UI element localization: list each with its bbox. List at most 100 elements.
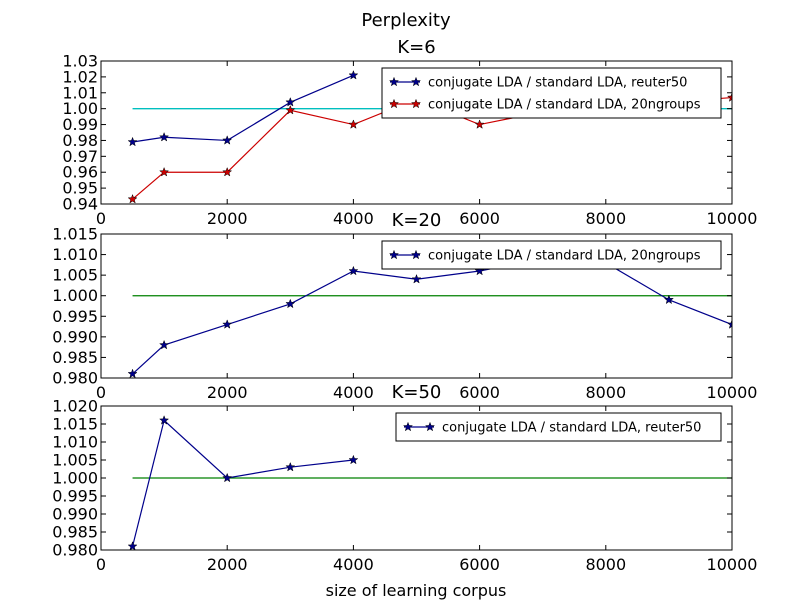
x-tick-label: 0 (96, 383, 106, 402)
legend-label: conjugate LDA / standard LDA, reuter50 (442, 421, 701, 436)
legend: conjugate LDA / standard LDA, reuter50 (395, 412, 722, 442)
x-tick-label: 4000 (333, 555, 374, 574)
x-tick-label: 8000 (585, 383, 626, 402)
panel-3: K=500.9800.9850.9900.9951.0001.0051.0101… (52, 382, 757, 574)
y-tick-label: 1.01 (62, 83, 98, 102)
legend-marker (388, 249, 400, 260)
legend-marker (388, 76, 400, 87)
subplot-title: K=50 (392, 382, 442, 403)
y-tick-label: 0.95 (62, 179, 98, 198)
y-tick-label: 0.985 (52, 348, 98, 367)
legend-marker (410, 249, 422, 260)
legend-box (381, 67, 722, 119)
data-point (411, 273, 422, 284)
panel-1: K=60.940.950.960.970.980.991.001.011.021… (62, 37, 757, 228)
y-tick-label: 0.94 (62, 195, 98, 214)
legend-box (381, 240, 722, 270)
x-tick-label: 4000 (333, 383, 374, 402)
y-tick-label: 0.96 (62, 163, 98, 182)
axes-frame (100, 233, 733, 379)
legend: conjugate LDA / standard LDA, reuter50 co… (381, 67, 722, 119)
data-point (127, 136, 138, 147)
y-tick-label: 0.980 (52, 541, 98, 560)
y-tick-label: 1.010 (52, 245, 98, 264)
data-point (127, 368, 138, 378)
y-tick-label: 0.995 (52, 487, 98, 506)
y-tick-label: 0.98 (62, 131, 98, 150)
data-point (159, 415, 170, 425)
legend-marker (388, 98, 400, 109)
x-tick-label: 2000 (207, 209, 248, 228)
y-tick-label: 0.995 (52, 307, 98, 326)
x-tick-label: 10000 (707, 383, 758, 402)
data-point (222, 319, 233, 329)
y-tick-label: 1.03 (62, 52, 98, 71)
data-point (222, 166, 233, 177)
x-tick-label: 6000 (459, 555, 500, 574)
x-tick-label: 10000 (707, 209, 758, 228)
legend-label: conjugate LDA / standard LDA, 20ngroups (428, 98, 701, 113)
data-point (285, 298, 296, 309)
y-tick-label: 1.015 (52, 415, 98, 434)
x-tick-label: 8000 (585, 209, 626, 228)
x-tick-label: 10000 (707, 555, 758, 574)
data-point (474, 119, 485, 129)
x-tick-label: 0 (96, 555, 106, 574)
legend-marker (424, 421, 436, 432)
data-point (222, 472, 233, 483)
x-tick-label: 2000 (207, 555, 248, 574)
series-line-1 (132, 258, 732, 375)
y-tick-label: 0.985 (52, 523, 98, 542)
y-tick-label: 1.00 (62, 99, 98, 118)
data-point (726, 319, 732, 329)
legend: conjugate LDA / standard LDA, 20ngroups (381, 240, 722, 270)
y-tick-label: 0.990 (52, 327, 98, 346)
legend-label: conjugate LDA / standard LDA, reuter50 (428, 76, 687, 91)
legend-label: conjugate LDA / standard LDA, 20ngroups (428, 249, 701, 264)
data-point (127, 541, 138, 550)
y-tick-label: 1.000 (52, 469, 98, 488)
y-tick-label: 0.99 (62, 115, 98, 134)
y-tick-label: 1.02 (62, 67, 98, 86)
data-point (348, 119, 359, 129)
subplot-title: K=6 (397, 37, 435, 58)
x-tick-label: 2000 (207, 383, 248, 402)
data-point (159, 131, 170, 142)
data-point (348, 265, 359, 276)
y-tick-label: 1.010 (52, 433, 98, 452)
data-point (222, 135, 233, 145)
plot-area (127, 253, 732, 378)
legend-marker (402, 421, 414, 432)
plot-area (127, 415, 732, 550)
data-point (726, 92, 732, 102)
y-tick-label: 1.005 (52, 451, 98, 470)
data-point (285, 96, 296, 107)
series-line-1 (131, 419, 354, 547)
x-axis-label: size of learning corpus (326, 581, 507, 600)
legend-marker (410, 76, 422, 87)
axes-frame (100, 60, 733, 205)
data-point (285, 104, 296, 115)
data-point (348, 454, 359, 465)
subplot-title: K=20 (392, 210, 442, 231)
x-tick-label: 6000 (459, 209, 500, 228)
legend-box (395, 412, 722, 442)
y-tick-label: 0.990 (52, 505, 98, 524)
data-point (348, 69, 359, 80)
panel-2: K=200.9800.9850.9900.9951.0001.0051.0101… (52, 210, 757, 402)
x-tick-label: 6000 (459, 383, 500, 402)
y-tick-label: 1.020 (52, 397, 98, 416)
data-point (127, 193, 138, 204)
data-point (159, 339, 170, 350)
figure-title: Perplexity (361, 10, 451, 31)
y-tick-label: 1.005 (52, 266, 98, 285)
x-tick-label: 0 (96, 209, 106, 228)
data-point (285, 461, 296, 472)
legend-marker (410, 98, 422, 109)
data-point (474, 265, 485, 276)
data-point (663, 294, 674, 305)
x-tick-label: 4000 (333, 209, 374, 228)
y-tick-label: 1.015 (52, 225, 98, 244)
y-tick-label: 1.000 (52, 286, 98, 305)
